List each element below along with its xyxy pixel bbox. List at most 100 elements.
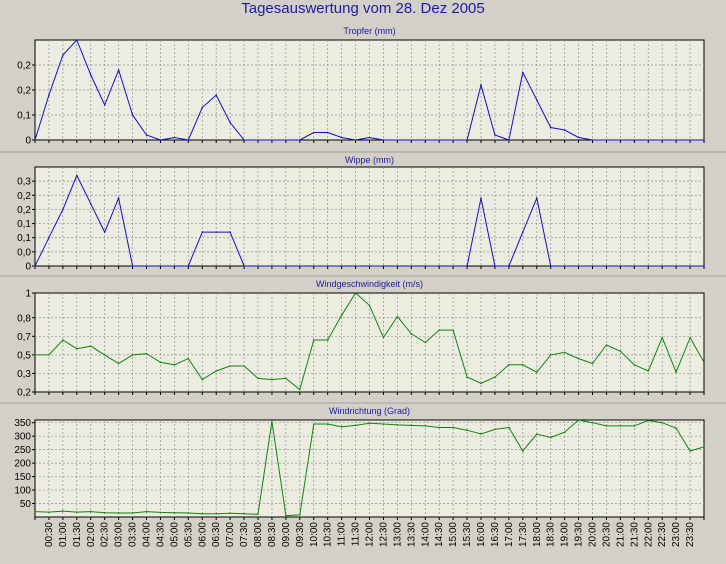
x-tick-label: 07:00: [225, 522, 236, 547]
y-tick-label: 0,3: [17, 369, 31, 380]
y-tick-label: 0,2: [17, 61, 31, 72]
x-tick-label: 07:30: [239, 522, 250, 547]
x-tick-label: 06:30: [211, 522, 222, 547]
data-point: [117, 69, 120, 71]
panel-title: Wippe (mm): [345, 155, 394, 165]
data-point: [619, 425, 622, 427]
x-tick-label: 13:30: [406, 522, 417, 547]
data-point: [424, 265, 427, 267]
data-point: [340, 136, 343, 139]
x-tick-label: 00:30: [44, 522, 55, 547]
x-tick-label: 09:30: [295, 522, 306, 547]
x-tick-label: 06:00: [197, 522, 208, 547]
x-tick-label: 05:30: [183, 522, 194, 547]
data-point: [326, 423, 329, 425]
data-point: [243, 365, 245, 367]
data-point: [605, 344, 608, 346]
data-point: [187, 139, 190, 141]
y-tick-label: 0,3: [17, 177, 31, 188]
data-point: [257, 513, 259, 516]
data-point: [48, 236, 50, 239]
data-point: [689, 450, 691, 452]
data-point: [62, 339, 64, 341]
panel-title: Windgeschwindigkeit (m/s): [316, 279, 423, 289]
data-point: [494, 134, 496, 136]
data-point: [661, 336, 663, 339]
y-tick-label: 0,1: [17, 111, 31, 122]
data-point: [605, 425, 608, 427]
x-tick-label: 16:00: [476, 522, 487, 547]
data-point: [424, 139, 427, 141]
x-tick-label: 23:30: [685, 522, 696, 547]
data-point: [508, 139, 510, 141]
y-tick-label: 0: [25, 136, 31, 147]
x-tick-label: 18:30: [546, 522, 557, 547]
y-tick-label: 100: [14, 486, 31, 497]
data-point: [117, 362, 120, 365]
data-point: [62, 54, 64, 56]
x-tick-label: 01:00: [58, 522, 69, 547]
data-point: [354, 139, 357, 141]
data-point: [508, 265, 510, 267]
data-point: [647, 419, 650, 422]
data-point: [452, 329, 454, 331]
main-title: Tagesauswertung vom 28. Dez 2005: [241, 0, 485, 17]
data-point: [466, 429, 468, 432]
y-tick-label: 0,7: [17, 332, 31, 343]
data-point: [201, 512, 204, 515]
data-point: [382, 265, 385, 267]
panel-title: Windrichtung (Grad): [329, 406, 410, 416]
data-point: [76, 174, 78, 177]
data-point: [368, 422, 371, 425]
data-point: [438, 329, 440, 331]
x-tick-label: 04:00: [142, 522, 153, 547]
x-tick-label: 10:00: [309, 522, 320, 547]
data-point: [466, 139, 468, 141]
data-point: [382, 336, 385, 339]
x-tick-label: 19:30: [574, 522, 585, 547]
data-point: [466, 265, 468, 267]
data-point: [89, 202, 92, 205]
data-point: [340, 425, 343, 428]
x-tick-label: 21:30: [629, 522, 640, 547]
data-point: [159, 511, 162, 514]
data-point: [368, 304, 371, 307]
data-point: [229, 121, 231, 124]
data-point: [103, 231, 106, 233]
data-point: [689, 265, 691, 267]
data-point: [340, 314, 343, 317]
data-point: [243, 512, 245, 515]
data-point: [34, 354, 36, 356]
data-point: [689, 336, 691, 339]
x-tick-label: 14:30: [434, 522, 445, 547]
data-point: [131, 512, 134, 514]
data-point: [48, 94, 50, 96]
data-point: [605, 265, 608, 267]
data-point: [605, 139, 608, 141]
data-point: [396, 265, 399, 267]
data-point: [661, 139, 663, 141]
y-tick-label: 0,2: [17, 205, 31, 216]
data-point: [117, 197, 120, 199]
data-point: [382, 423, 385, 425]
data-point: [215, 94, 217, 96]
data-point: [494, 376, 496, 378]
data-point: [34, 139, 36, 141]
data-point: [396, 424, 399, 426]
data-point: [410, 424, 413, 427]
data-point: [563, 129, 566, 131]
data-point: [647, 265, 650, 267]
data-point: [633, 425, 636, 427]
data-point: [591, 139, 594, 141]
chart-panel-2: Wippe (mm) 0 0,0 0,1 0,1 0,2 0,2 0,3: [0, 151, 726, 273]
data-point: [577, 419, 580, 421]
data-point: [619, 139, 622, 141]
x-tick-label: 15:00: [448, 522, 459, 547]
data-point: [577, 357, 580, 360]
data-point: [689, 139, 691, 141]
x-tick-label: 04:30: [155, 522, 166, 547]
data-point: [173, 136, 176, 139]
data-point: [633, 265, 636, 267]
data-point: [159, 361, 162, 364]
